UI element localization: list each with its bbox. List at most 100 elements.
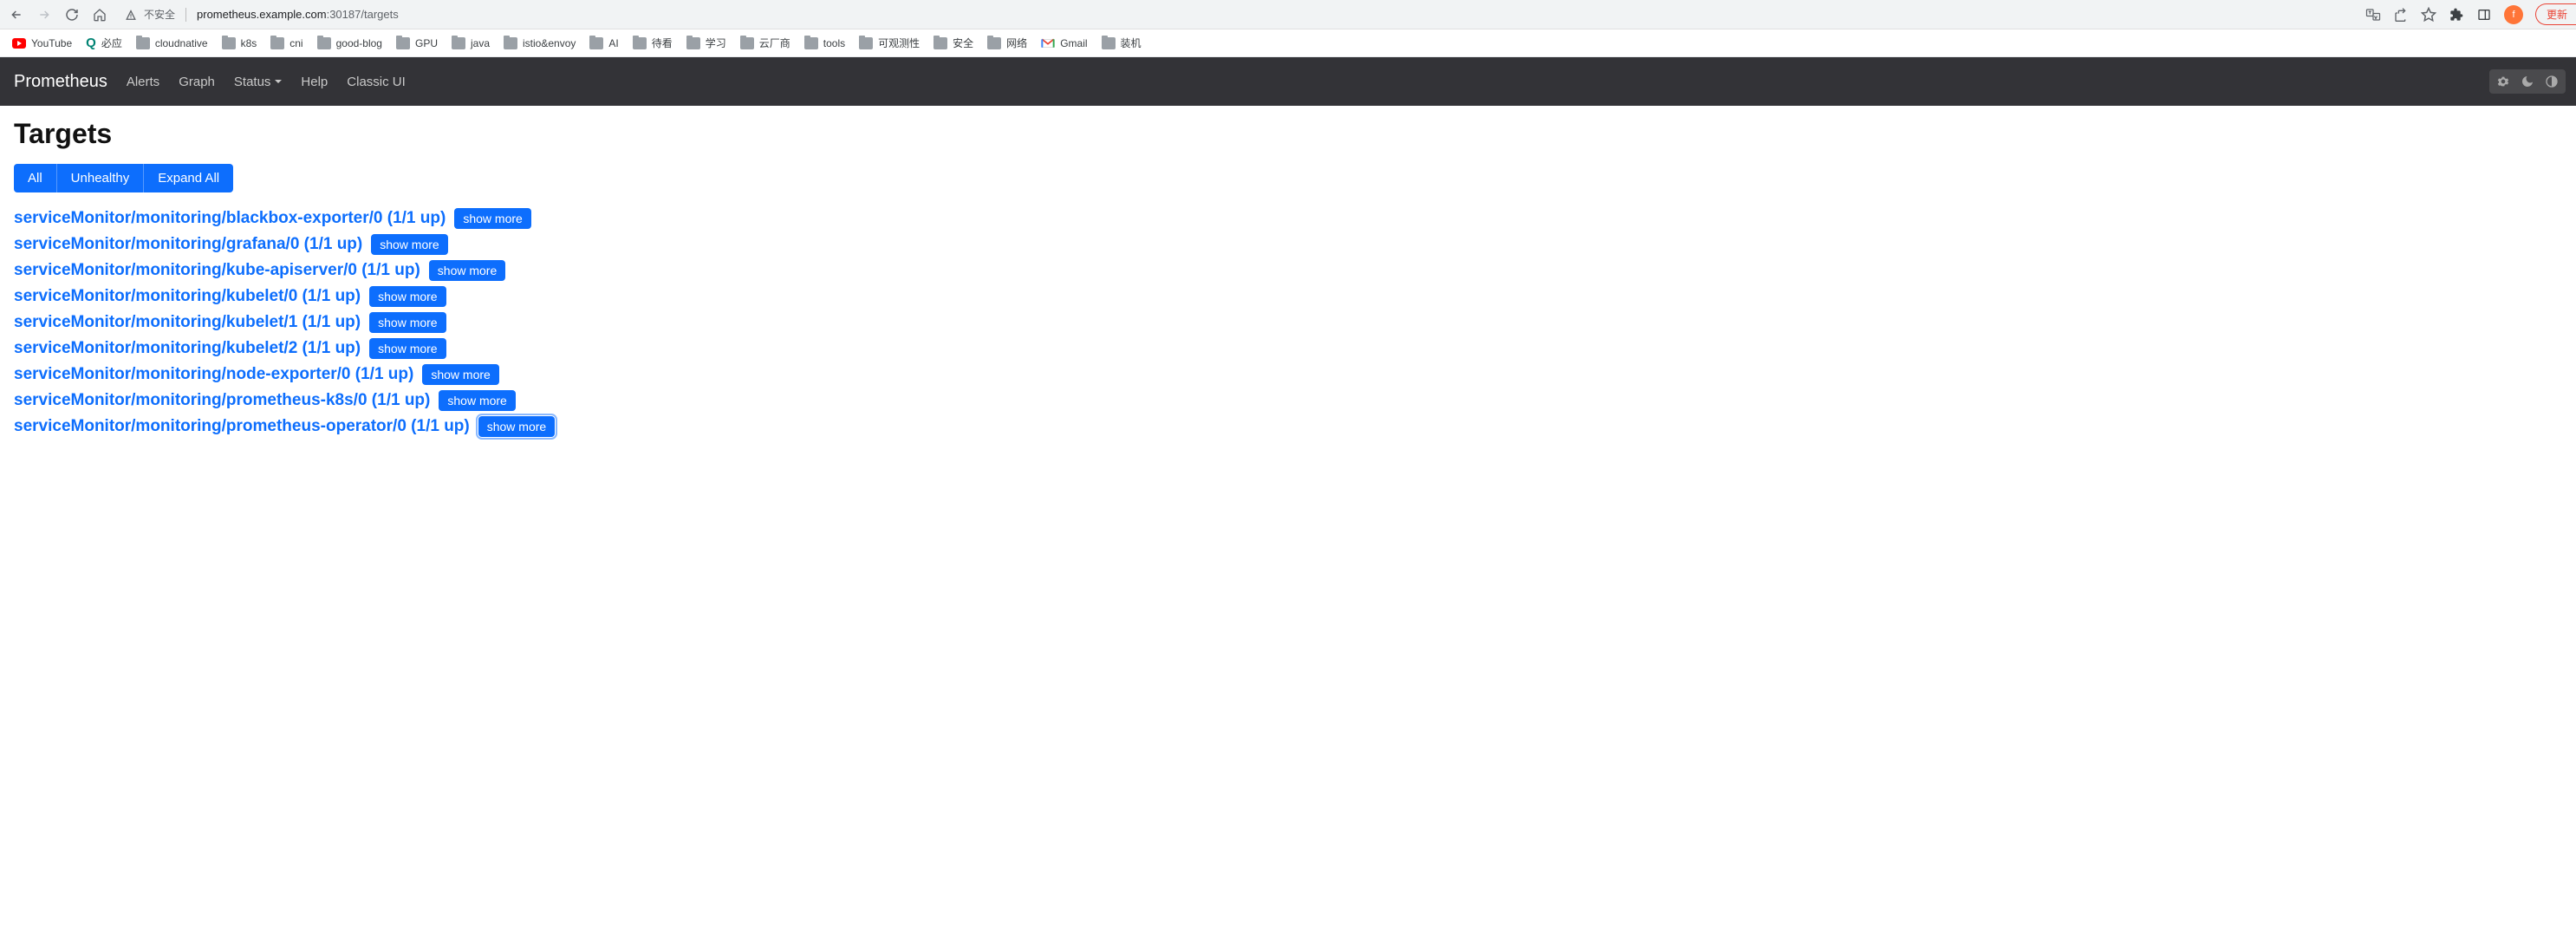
share-icon[interactable] bbox=[2393, 7, 2409, 23]
forward-button[interactable] bbox=[36, 7, 52, 23]
nav-link-graph[interactable]: Graph bbox=[179, 75, 215, 89]
brand-logo[interactable]: Prometheus bbox=[14, 72, 107, 92]
folder-icon bbox=[1102, 37, 1116, 49]
bookmark-item[interactable]: tools bbox=[804, 37, 845, 49]
bookmark-label: 待看 bbox=[652, 36, 673, 50]
target-row: serviceMonitor/monitoring/prometheus-k8s… bbox=[14, 390, 2562, 411]
bookmark-label: k8s bbox=[241, 37, 257, 49]
bookmark-item[interactable]: Gmail bbox=[1041, 37, 1087, 49]
bookmark-item[interactable]: YouTube bbox=[12, 37, 72, 49]
show-more-button[interactable]: show more bbox=[429, 260, 505, 281]
folder-icon bbox=[136, 37, 150, 49]
show-more-button[interactable]: show more bbox=[422, 364, 498, 385]
folder-icon bbox=[740, 37, 754, 49]
bookmark-label: cloudnative bbox=[155, 37, 208, 49]
bookmark-item[interactable]: cni bbox=[270, 37, 302, 49]
target-row: serviceMonitor/monitoring/node-exporter/… bbox=[14, 364, 2562, 385]
home-button[interactable] bbox=[92, 7, 107, 23]
filter-button-row: AllUnhealthyExpand All bbox=[14, 164, 2562, 192]
target-link[interactable]: serviceMonitor/monitoring/kubelet/0 (1/1… bbox=[14, 287, 361, 306]
bookmark-item[interactable]: Q必应 bbox=[86, 36, 122, 50]
folder-icon bbox=[452, 37, 465, 49]
bing-icon: Q bbox=[86, 36, 96, 50]
bookmark-item[interactable]: 网络 bbox=[987, 36, 1027, 50]
translate-icon[interactable] bbox=[2365, 7, 2381, 23]
url-text: prometheus.example.com:30187/targets bbox=[197, 8, 399, 21]
folder-icon bbox=[222, 37, 236, 49]
show-more-button[interactable]: show more bbox=[369, 312, 446, 333]
folder-icon bbox=[633, 37, 647, 49]
folder-icon bbox=[270, 37, 284, 49]
show-more-button[interactable]: show more bbox=[439, 390, 515, 411]
bookmark-item[interactable]: 待看 bbox=[633, 36, 673, 50]
bookmark-item[interactable]: 可观测性 bbox=[859, 36, 920, 50]
contrast-icon[interactable] bbox=[2543, 73, 2560, 90]
filter-button-expand-all[interactable]: Expand All bbox=[143, 164, 233, 192]
bookmark-item[interactable]: GPU bbox=[396, 37, 438, 49]
filter-button-unhealthy[interactable]: Unhealthy bbox=[56, 164, 144, 192]
folder-icon bbox=[933, 37, 947, 49]
folder-icon bbox=[859, 37, 873, 49]
show-more-button[interactable]: show more bbox=[454, 208, 530, 229]
bookmark-label: 装机 bbox=[1121, 36, 1142, 50]
targets-list: serviceMonitor/monitoring/blackbox-expor… bbox=[14, 208, 2562, 437]
page-content: Targets AllUnhealthyExpand All serviceMo… bbox=[0, 106, 2576, 454]
target-link[interactable]: serviceMonitor/monitoring/blackbox-expor… bbox=[14, 209, 446, 228]
bookmark-item[interactable]: 云厂商 bbox=[740, 36, 790, 50]
folder-icon bbox=[396, 37, 410, 49]
security-text: 不安全 bbox=[144, 7, 175, 22]
nav-link-status[interactable]: Status bbox=[234, 75, 283, 89]
bookmark-item[interactable]: cloudnative bbox=[136, 37, 208, 49]
bookmark-label: 安全 bbox=[953, 36, 973, 50]
bookmark-item[interactable]: k8s bbox=[222, 37, 257, 49]
bookmarks-bar: YouTube Q必应 cloudnative k8s cni good-blog GPU j… bbox=[0, 29, 2576, 57]
extensions-icon[interactable] bbox=[2449, 7, 2464, 23]
target-link[interactable]: serviceMonitor/monitoring/node-exporter/… bbox=[14, 365, 413, 384]
target-link[interactable]: serviceMonitor/monitoring/prometheus-ope… bbox=[14, 417, 470, 436]
folder-icon bbox=[317, 37, 331, 49]
bookmark-item[interactable]: 学习 bbox=[686, 36, 726, 50]
show-more-button[interactable]: show more bbox=[369, 338, 446, 359]
address-bar[interactable]: 不安全 prometheus.example.com:30187/targets bbox=[125, 7, 399, 22]
nav-link-help[interactable]: Help bbox=[301, 75, 328, 89]
nav-link-classic-ui[interactable]: Classic UI bbox=[347, 75, 406, 89]
folder-icon bbox=[589, 37, 603, 49]
bookmark-item[interactable]: istio&envoy bbox=[504, 37, 576, 49]
show-more-button[interactable]: show more bbox=[478, 416, 555, 437]
target-link[interactable]: serviceMonitor/monitoring/kubelet/2 (1/1… bbox=[14, 339, 361, 358]
show-more-button[interactable]: show more bbox=[371, 234, 447, 255]
gmail-icon bbox=[1041, 38, 1055, 49]
filter-button-all[interactable]: All bbox=[14, 164, 56, 192]
reload-button[interactable] bbox=[64, 7, 80, 23]
profile-avatar[interactable]: f bbox=[2504, 5, 2523, 24]
target-link[interactable]: serviceMonitor/monitoring/grafana/0 (1/1… bbox=[14, 235, 362, 254]
back-button[interactable] bbox=[9, 7, 24, 23]
bookmark-star-icon[interactable] bbox=[2421, 7, 2436, 23]
bookmark-label: Gmail bbox=[1060, 37, 1087, 49]
bookmark-item[interactable]: good-blog bbox=[317, 37, 382, 49]
bookmark-item[interactable]: 安全 bbox=[933, 36, 973, 50]
show-more-button[interactable]: show more bbox=[369, 286, 446, 307]
gear-icon[interactable] bbox=[2495, 73, 2512, 90]
bookmark-label: AI bbox=[608, 37, 618, 49]
bookmark-item[interactable]: AI bbox=[589, 37, 618, 49]
nav-link-alerts[interactable]: Alerts bbox=[127, 75, 159, 89]
update-button[interactable]: 更新 bbox=[2535, 3, 2576, 25]
folder-icon bbox=[686, 37, 700, 49]
target-row: serviceMonitor/monitoring/prometheus-ope… bbox=[14, 416, 2562, 437]
target-row: serviceMonitor/monitoring/grafana/0 (1/1… bbox=[14, 234, 2562, 255]
bookmark-label: 网络 bbox=[1006, 36, 1027, 50]
target-link[interactable]: serviceMonitor/monitoring/prometheus-k8s… bbox=[14, 391, 430, 410]
bookmark-label: java bbox=[471, 37, 490, 49]
bookmark-label: 学习 bbox=[706, 36, 726, 50]
bookmark-item[interactable]: 装机 bbox=[1102, 36, 1142, 50]
moon-icon[interactable] bbox=[2519, 73, 2536, 90]
target-link[interactable]: serviceMonitor/monitoring/kubelet/1 (1/1… bbox=[14, 313, 361, 332]
target-row: serviceMonitor/monitoring/blackbox-expor… bbox=[14, 208, 2562, 229]
target-row: serviceMonitor/monitoring/kube-apiserver… bbox=[14, 260, 2562, 281]
bookmark-item[interactable]: java bbox=[452, 37, 490, 49]
sidepanel-icon[interactable] bbox=[2476, 7, 2492, 23]
browser-toolbar: 不安全 prometheus.example.com:30187/targets… bbox=[0, 0, 2576, 29]
insecure-icon bbox=[125, 9, 137, 21]
target-link[interactable]: serviceMonitor/monitoring/kube-apiserver… bbox=[14, 261, 420, 280]
